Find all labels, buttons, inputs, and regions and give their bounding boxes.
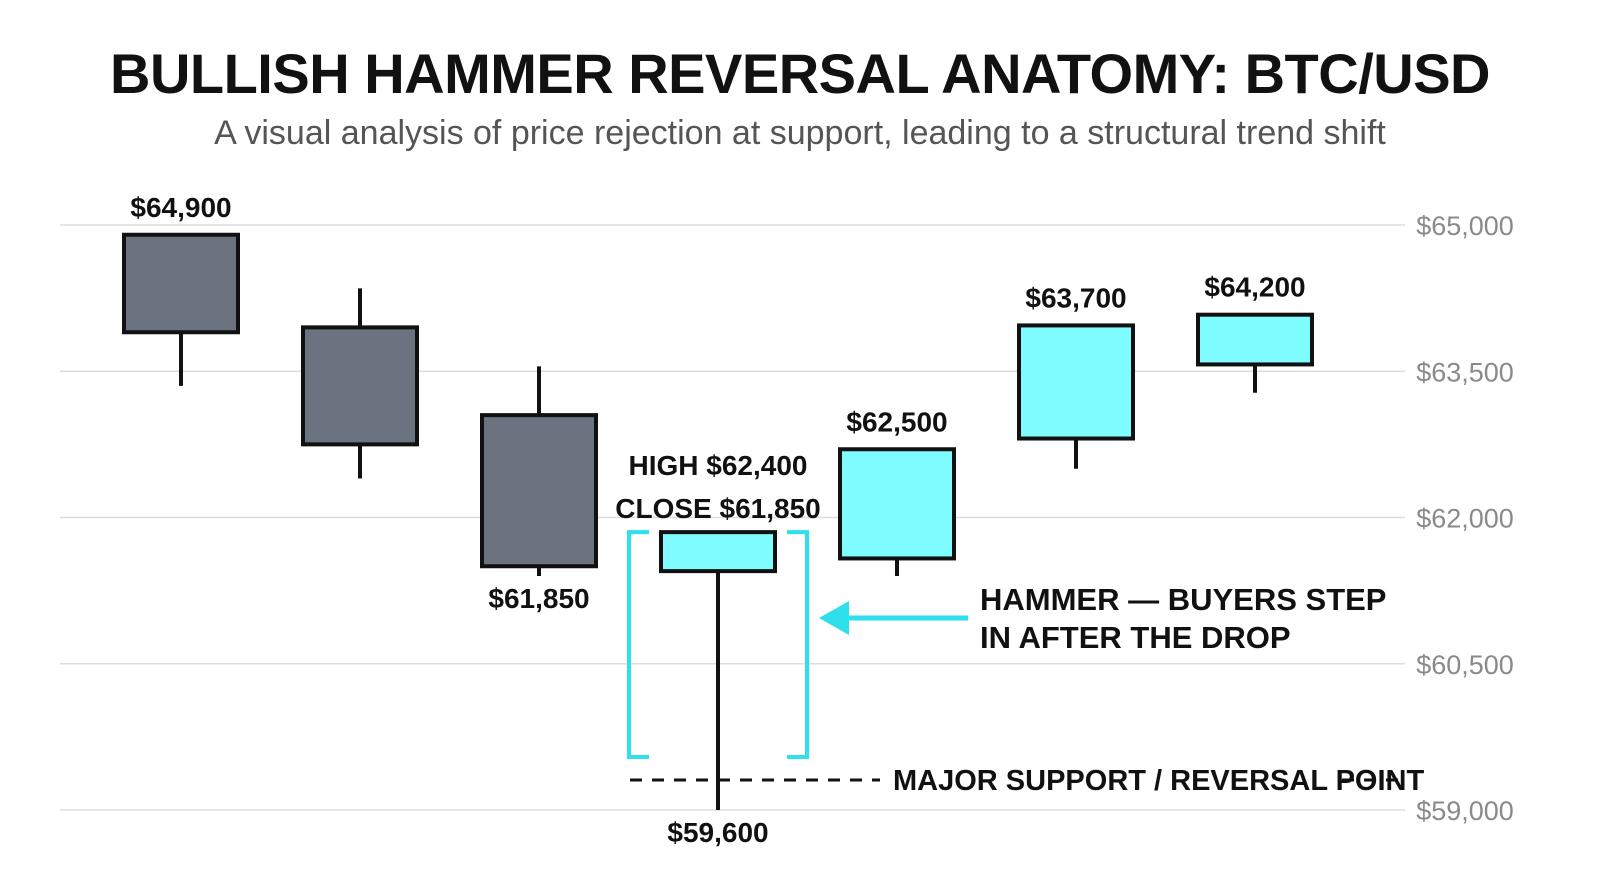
- candle: [122, 232, 240, 386]
- candle: [1196, 312, 1314, 393]
- candle: [480, 366, 598, 576]
- price-label: $64,200: [1204, 272, 1305, 303]
- support-label: MAJOR SUPPORT / REVERSAL POINT: [893, 765, 1424, 797]
- arrow-head-icon: [819, 601, 849, 635]
- y-tick-label: $65,000: [1416, 211, 1514, 241]
- hammer-note-line: HAMMER — BUYERS STEP: [980, 582, 1386, 617]
- y-tick-label: $59,000: [1416, 796, 1514, 826]
- chart-title: BULLISH HAMMER REVERSAL ANATOMY: BTC/USD: [110, 42, 1491, 105]
- candle-body: [122, 232, 240, 335]
- chart-subtitle: A visual analysis of price rejection at …: [214, 114, 1386, 152]
- candle-body: [1196, 312, 1314, 367]
- price-label: $59,600: [667, 817, 768, 848]
- y-tick-label: $60,500: [1416, 650, 1514, 680]
- y-tick-label: $62,000: [1416, 504, 1514, 534]
- price-label: $63,700: [1025, 282, 1126, 313]
- candle-body: [659, 530, 777, 574]
- price-label: $61,850: [488, 583, 589, 614]
- candle-body: [480, 413, 598, 569]
- candle: [1017, 323, 1135, 469]
- hammer-bracket-right: [787, 530, 809, 759]
- hammer-close-label: CLOSE $61,850: [615, 493, 820, 524]
- candle-body: [838, 447, 956, 561]
- candle: [838, 447, 956, 576]
- hammer-bracket-left: [627, 530, 649, 759]
- candle: [659, 530, 777, 810]
- candle: [301, 288, 419, 479]
- price-label: $62,500: [846, 406, 947, 437]
- y-tick-label: $63,500: [1416, 357, 1514, 387]
- price-label: $64,900: [130, 192, 231, 223]
- hammer-note-line: IN AFTER THE DROP: [980, 620, 1291, 655]
- hammer-high-label: HIGH $62,400: [629, 450, 808, 481]
- candle-body: [1017, 323, 1135, 441]
- candle-body: [301, 325, 419, 447]
